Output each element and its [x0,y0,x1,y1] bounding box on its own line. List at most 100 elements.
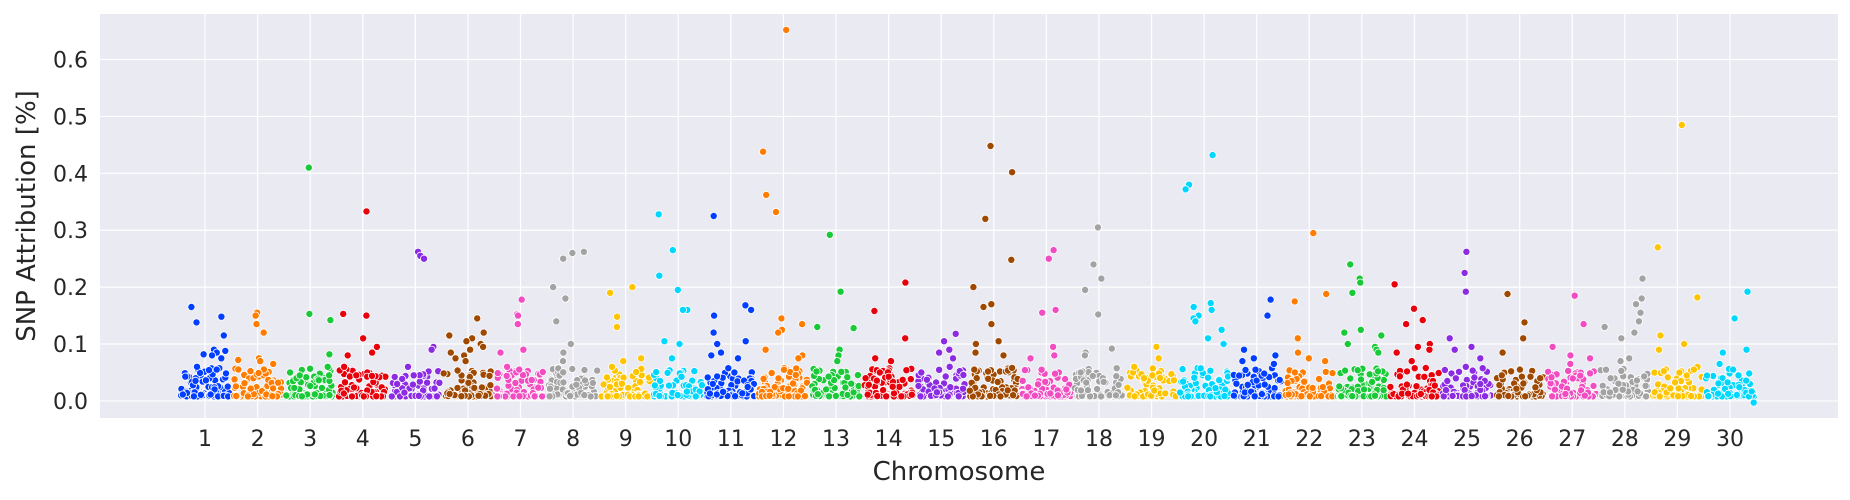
snp-point-chr7 [492,384,501,393]
snp-peak-point-chr11 [710,311,719,320]
snp-point-chr15 [935,365,944,374]
snp-point-chr7 [515,392,524,401]
snp-peak-point-chr29 [1693,293,1702,302]
snp-point-chr27 [1564,366,1573,375]
snp-peak-point-chr1 [221,346,230,355]
snp-peak-point-chr12 [772,207,781,216]
snp-point-chr22 [1317,392,1326,401]
snp-point-chr12 [780,365,789,374]
snp-point-chr19 [1123,383,1132,392]
snp-peak-point-chr17 [1049,342,1058,351]
snp-peak-point-chr2 [251,311,260,320]
snp-peak-point-chr1 [212,365,221,374]
snp-peak-point-chr16 [1007,255,1016,264]
snp-point-chr9 [612,391,621,400]
snp-point-chr10 [663,368,672,377]
snp-point-chr3 [297,392,306,401]
snp-point-chr14 [884,372,893,381]
snp-point-chr7 [538,367,547,376]
snp-peak-point-chr10 [673,285,682,294]
x-tick-label: 27 [1558,427,1586,452]
snp-point-chr24 [1421,363,1430,372]
snp-point-chr16 [965,386,974,395]
snp-point-chr12 [765,391,774,400]
snp-peak-point-chr18 [1107,344,1116,353]
y-axis-label: SNP Attribution [%] [12,90,42,342]
snp-point-chr27 [1580,391,1589,400]
snp-peak-point-chr1 [217,312,226,321]
snp-point-chr21 [1235,371,1244,380]
snp-point-chr14 [861,374,870,383]
snp-peak-point-chr17 [1049,246,1058,255]
snp-point-chr25 [1440,365,1449,374]
snp-point-chr14 [863,390,872,399]
x-axis-label: Chromosome [873,457,1046,487]
snp-peak-point-chr18 [1097,274,1106,283]
snp-peak-point-chr17 [1038,308,1047,317]
y-tick-label: 0.1 [53,333,88,358]
snp-point-chr8 [580,365,589,374]
snp-peak-point-chr12 [782,25,791,34]
snp-point-chr13 [812,367,821,376]
snp-point-chr19 [1150,386,1159,395]
snp-point-chr17 [1018,376,1027,385]
snp-peak-point-chr8 [559,254,568,263]
snp-peak-point-chr21 [1238,357,1247,366]
y-tick-label: 0.0 [53,390,88,415]
snp-point-chr5 [387,392,396,401]
snp-point-chr21 [1251,365,1260,374]
snp-point-chr1 [189,392,198,401]
x-tick-label: 22 [1295,427,1323,452]
snp-point-chr8 [559,368,568,377]
snp-point-chr1 [191,376,200,385]
snp-point-chr29 [1663,373,1672,382]
snp-peak-point-chr11 [741,301,750,310]
snp-peak-point-chr14 [871,354,880,363]
snp-point-chr3 [310,390,319,399]
snp-point-chr6 [486,381,495,390]
snp-point-chr23 [1371,391,1380,400]
snp-point-chr27 [1589,381,1598,390]
snp-point-chr13 [825,392,834,401]
snp-point-chr10 [656,376,665,385]
x-tick-label: 10 [664,427,692,452]
snp-point-chr11 [733,377,742,386]
snp-point-chr30 [1723,378,1732,387]
snp-peak-point-chr4 [352,371,361,380]
x-tick-label: 7 [514,427,528,452]
snp-point-chr10 [652,368,661,377]
snp-point-chr2 [274,378,283,387]
snp-point-chr6 [453,383,462,392]
snp-point-chr24 [1410,364,1419,373]
x-tick-label: 5 [408,427,422,452]
snp-peak-point-chr19 [1140,374,1149,383]
snp-point-chr24 [1404,389,1413,398]
snp-point-chr25 [1442,386,1451,395]
x-tick-label: 18 [1085,427,1113,452]
snp-peak-point-chr30 [1742,345,1751,354]
snp-peak-point-chr3 [305,309,314,318]
snp-peak-point-chr5 [409,371,418,380]
snp-peak-point-chr15 [940,337,949,346]
snp-point-chr15 [943,392,952,401]
snp-peak-point-chr20 [1204,334,1213,343]
snp-point-chr28 [1641,381,1650,390]
snp-point-chr13 [824,372,833,381]
snp-point-chr9 [632,367,641,376]
snp-point-chr20 [1196,364,1205,373]
snp-point-chr17 [1046,389,1055,398]
snp-point-chr30 [1747,387,1756,396]
snp-point-chr27 [1550,385,1559,394]
snp-peak-point-chr30 [1743,287,1752,296]
snp-point-chr12 [759,374,768,383]
snp-peak-point-chr10 [678,305,687,314]
plot-area-background [100,14,1838,418]
snp-point-chr20 [1215,376,1224,385]
snp-peak-point-chr17 [1050,351,1059,360]
snp-peak-point-chr11 [707,351,716,360]
snp-point-chr5 [425,392,434,401]
snp-point-chr18 [1114,380,1123,389]
snp-point-chr22 [1321,367,1330,376]
snp-point-chr24 [1427,392,1436,401]
snp-point-chr5 [435,378,444,387]
